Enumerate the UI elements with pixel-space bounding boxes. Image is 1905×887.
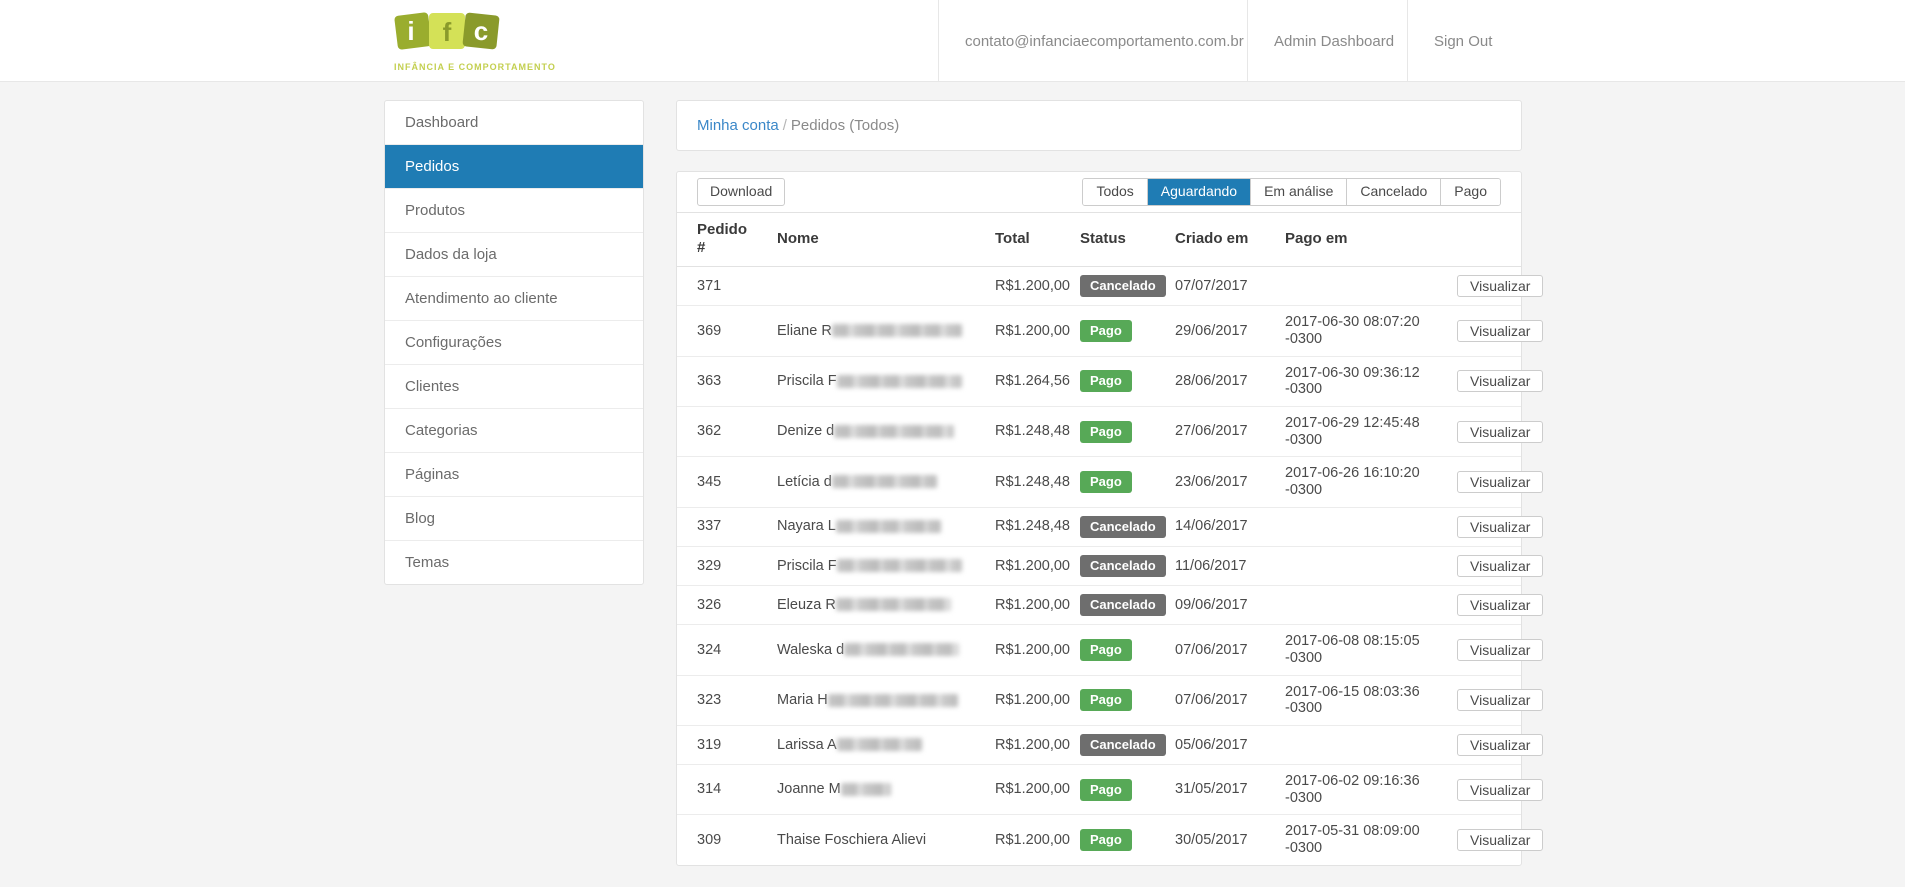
svg-text:f: f xyxy=(443,17,452,47)
svg-text:i: i xyxy=(407,16,414,46)
svg-text:c: c xyxy=(474,16,488,46)
